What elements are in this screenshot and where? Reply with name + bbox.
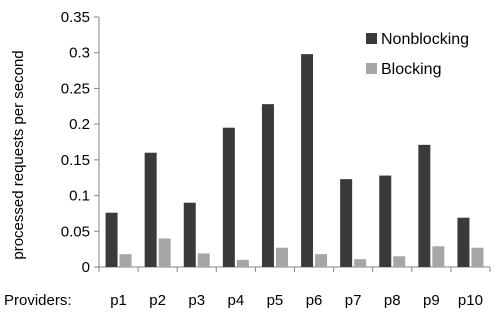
x-tick-label: p5 bbox=[267, 292, 284, 309]
x-tick-label: p3 bbox=[188, 292, 205, 309]
bar-nonblocking-p3 bbox=[183, 202, 196, 267]
bar-nonblocking-p2 bbox=[144, 152, 157, 267]
legend-swatch-blocking bbox=[366, 63, 377, 74]
y-tick-label: 0.05 bbox=[61, 223, 90, 240]
y-tick-label: 0.15 bbox=[61, 152, 90, 169]
bar-nonblocking-p6 bbox=[301, 54, 314, 268]
x-tick-label: p8 bbox=[384, 292, 401, 309]
bar-nonblocking-p8 bbox=[379, 175, 392, 267]
bar-blocking-p8 bbox=[393, 256, 406, 267]
bar-blocking-p5 bbox=[275, 247, 288, 267]
legend-swatch-nonblocking bbox=[366, 33, 377, 44]
bar-blocking-p2 bbox=[158, 238, 171, 267]
x-tick-label: p9 bbox=[423, 292, 440, 309]
bar-blocking-p1 bbox=[119, 254, 132, 267]
bar-nonblocking-p4 bbox=[222, 127, 235, 267]
bar-nonblocking-p10 bbox=[457, 217, 470, 267]
bar-blocking-p6 bbox=[315, 254, 328, 267]
y-tick-label: 0 bbox=[82, 259, 90, 276]
y-tick-label: 0.35 bbox=[61, 9, 90, 26]
bar-nonblocking-p9 bbox=[418, 144, 431, 267]
bar-blocking-p4 bbox=[236, 259, 249, 267]
x-tick-label: p2 bbox=[149, 292, 166, 309]
y-tick-label: 0.3 bbox=[69, 45, 90, 62]
x-tick-label: p4 bbox=[228, 292, 245, 309]
x-tick-label: p10 bbox=[458, 292, 483, 309]
bar-blocking-p7 bbox=[354, 259, 367, 267]
y-tick-label: 0.2 bbox=[69, 116, 90, 133]
legend-label-nonblocking: Nonblocking bbox=[381, 31, 469, 48]
legend: Nonblocking Blocking bbox=[366, 31, 469, 78]
y-axis-title: processed requests per second bbox=[10, 50, 27, 259]
x-axis: p1 p2 p3 p4 p5 p6 p7 p8 p9 p10 bbox=[98, 266, 491, 309]
bar-blocking-p10 bbox=[471, 247, 484, 267]
bar-blocking-p9 bbox=[432, 246, 445, 267]
y-tick-label: 0.1 bbox=[69, 188, 90, 205]
bar-nonblocking-p5 bbox=[261, 104, 274, 268]
x-tick-label: p6 bbox=[306, 292, 323, 309]
legend-label-blocking: Blocking bbox=[381, 61, 441, 78]
bar-blocking-p3 bbox=[197, 253, 210, 267]
x-axis-title: Providers: bbox=[4, 292, 72, 309]
y-tick-label: 0.25 bbox=[61, 80, 90, 97]
x-tick-label: p1 bbox=[110, 292, 127, 309]
bar-nonblocking-p1 bbox=[105, 212, 118, 267]
y-axis: 0 0.05 0.1 0.15 0.2 0.25 0.3 0.35 bbox=[61, 9, 100, 276]
bars bbox=[105, 54, 484, 268]
bar-nonblocking-p7 bbox=[340, 179, 353, 267]
x-tick-label: p7 bbox=[345, 292, 362, 309]
